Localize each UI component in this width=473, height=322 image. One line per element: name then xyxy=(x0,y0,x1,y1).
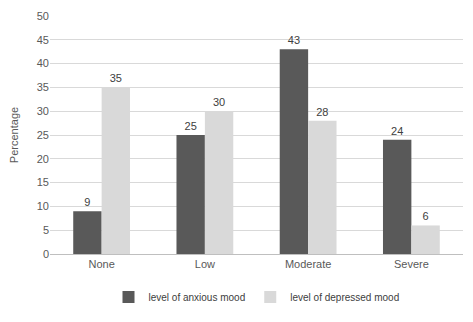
svg-text:Severe: Severe xyxy=(394,258,429,270)
svg-text:5: 5 xyxy=(43,224,49,236)
svg-text:35: 35 xyxy=(37,81,49,93)
svg-text:None: None xyxy=(88,258,114,270)
svg-text:25: 25 xyxy=(185,120,197,132)
svg-text:45: 45 xyxy=(37,34,49,46)
svg-text:20: 20 xyxy=(37,153,49,165)
svg-text:28: 28 xyxy=(316,106,328,118)
svg-text:15: 15 xyxy=(37,176,49,188)
svg-text:9: 9 xyxy=(84,196,90,208)
svg-text:30: 30 xyxy=(37,105,49,117)
svg-text:Moderate: Moderate xyxy=(285,258,331,270)
svg-text:6: 6 xyxy=(423,210,429,222)
svg-text:0: 0 xyxy=(43,248,49,260)
svg-text:24: 24 xyxy=(391,125,403,137)
svg-text:43: 43 xyxy=(288,34,300,46)
svg-text:10: 10 xyxy=(37,200,49,212)
svg-text:level of anxious mood: level of anxious mood xyxy=(149,292,246,303)
svg-text:30: 30 xyxy=(213,96,225,108)
svg-text:Low: Low xyxy=(195,258,215,270)
svg-text:40: 40 xyxy=(37,57,49,69)
svg-text:level of depressed mood: level of depressed mood xyxy=(290,292,399,303)
svg-text:Percentage: Percentage xyxy=(8,107,20,163)
svg-text:25: 25 xyxy=(37,129,49,141)
svg-text:35: 35 xyxy=(110,72,122,84)
svg-text:50: 50 xyxy=(37,10,49,22)
